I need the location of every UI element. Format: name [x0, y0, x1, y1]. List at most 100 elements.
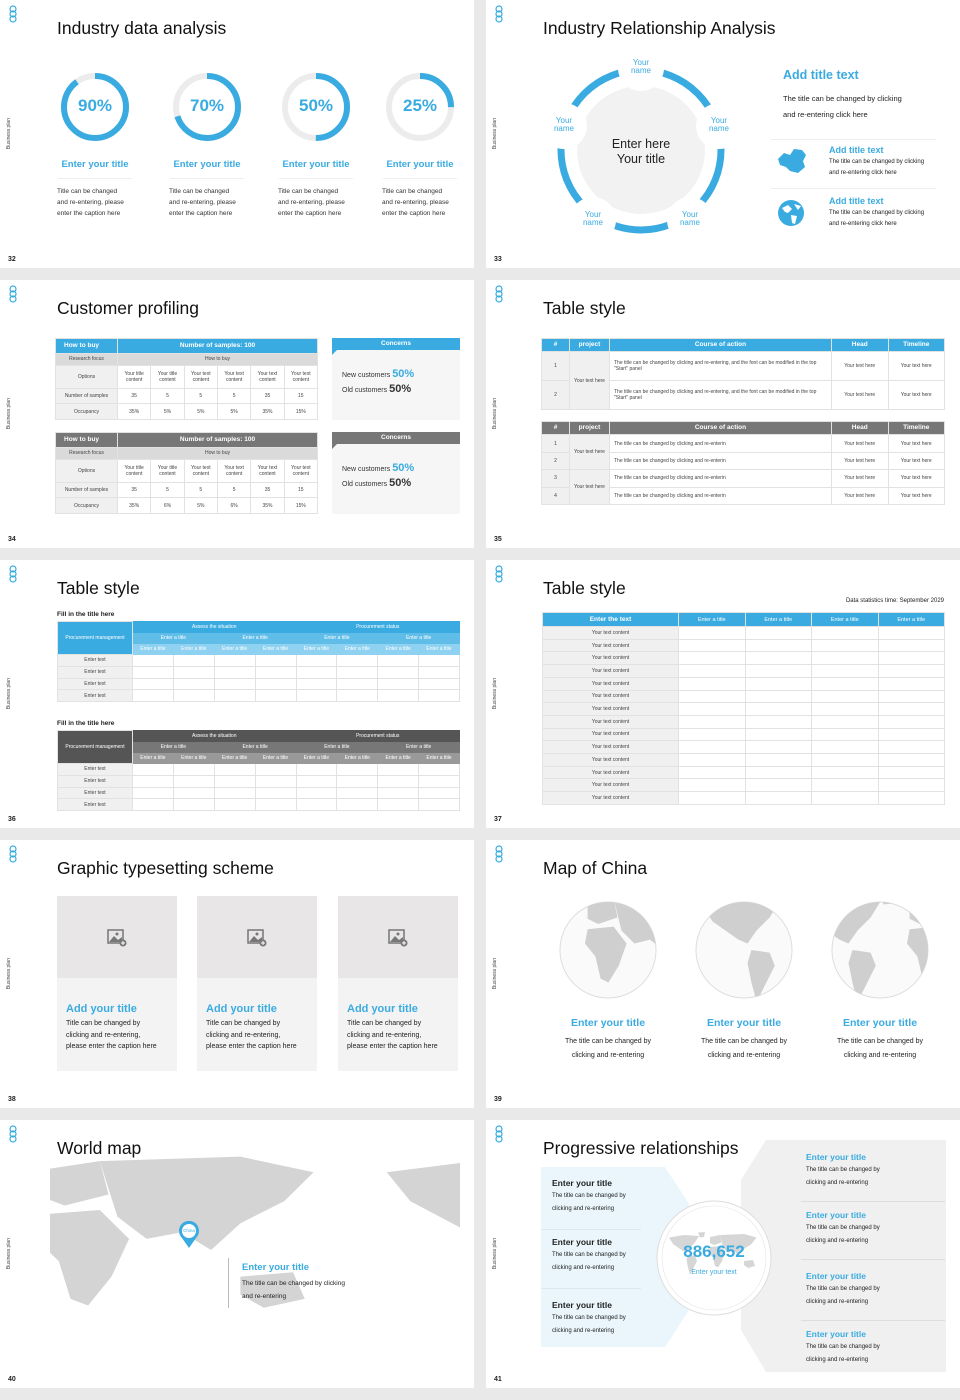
cell[interactable]	[213, 786, 256, 800]
cell[interactable]	[678, 638, 746, 653]
cell[interactable]	[877, 714, 945, 729]
slide-32[interactable]: Business plan 32 Industry data analysis 90%…	[0, 0, 474, 268]
cell[interactable]	[418, 763, 460, 776]
cell[interactable]	[172, 654, 215, 667]
slide-38[interactable]: Business plan 38 Graphic typesetting schem…	[0, 840, 474, 1108]
cell[interactable]	[336, 763, 379, 776]
cell[interactable]	[377, 665, 420, 679]
cell[interactable]	[811, 740, 879, 755]
cell[interactable]	[254, 786, 297, 800]
cell[interactable]	[744, 664, 812, 678]
cell[interactable]	[172, 798, 215, 811]
china-pin-icon[interactable]	[178, 1220, 200, 1254]
cell[interactable]	[336, 654, 379, 667]
cell[interactable]	[336, 665, 379, 679]
cell[interactable]	[877, 676, 945, 691]
cell[interactable]	[678, 778, 746, 793]
cell[interactable]	[254, 677, 297, 691]
cell[interactable]	[877, 765, 945, 780]
slide-36[interactable]: Business plan 36 Table style Fill in the ti…	[0, 560, 474, 828]
image-placeholder[interactable]	[197, 896, 317, 978]
cell[interactable]	[678, 714, 746, 729]
slide-35[interactable]: Business plan 35 Table style # project Course…	[486, 280, 960, 548]
cell[interactable]	[213, 774, 256, 788]
cell[interactable]	[418, 798, 460, 811]
cell[interactable]	[744, 626, 812, 640]
cell[interactable]	[336, 689, 379, 702]
cell[interactable]	[295, 786, 338, 800]
cell[interactable]	[213, 654, 256, 667]
cell[interactable]	[132, 665, 174, 679]
cell[interactable]	[213, 689, 256, 702]
cell[interactable]	[744, 727, 812, 742]
cell[interactable]	[744, 651, 812, 666]
cell[interactable]	[678, 676, 746, 691]
cell[interactable]	[418, 677, 460, 691]
cell[interactable]	[172, 786, 215, 800]
cell[interactable]	[877, 791, 945, 805]
cell[interactable]	[132, 774, 174, 788]
cell[interactable]	[377, 654, 420, 667]
cell[interactable]	[877, 626, 945, 640]
cell[interactable]	[811, 638, 879, 653]
cell[interactable]	[377, 763, 420, 776]
cell[interactable]	[213, 677, 256, 691]
cell[interactable]	[811, 702, 879, 716]
cell[interactable]	[811, 765, 879, 780]
cell[interactable]	[744, 689, 812, 704]
cell[interactable]	[418, 654, 460, 667]
cell[interactable]	[877, 727, 945, 742]
cell[interactable]	[678, 664, 746, 678]
cell[interactable]	[811, 753, 879, 767]
slide-33[interactable]: Business plan 33 Industry Relationship Ana…	[486, 0, 960, 268]
add-image-icon[interactable]	[107, 929, 127, 947]
cell[interactable]	[213, 763, 256, 776]
cell[interactable]	[877, 689, 945, 704]
cell[interactable]	[811, 689, 879, 704]
cell[interactable]	[132, 689, 174, 702]
cell[interactable]	[418, 786, 460, 800]
cell[interactable]	[254, 763, 297, 776]
slide-34[interactable]: Business plan 34 Customer profiling How to…	[0, 280, 474, 548]
cell[interactable]	[678, 626, 746, 640]
cell[interactable]	[678, 765, 746, 780]
cell[interactable]	[172, 763, 215, 776]
cell[interactable]	[295, 654, 338, 667]
cell[interactable]	[132, 798, 174, 811]
cell[interactable]	[377, 786, 420, 800]
cell[interactable]	[744, 702, 812, 716]
slide-37[interactable]: Business plan 37 Table style Data statistic…	[486, 560, 960, 828]
cell[interactable]	[877, 638, 945, 653]
cell[interactable]	[811, 714, 879, 729]
cell[interactable]	[877, 651, 945, 666]
cell[interactable]	[877, 778, 945, 793]
cell[interactable]	[678, 651, 746, 666]
cell[interactable]	[295, 798, 338, 811]
cell[interactable]	[172, 689, 215, 702]
cell[interactable]	[811, 651, 879, 666]
cell[interactable]	[877, 664, 945, 678]
cell[interactable]	[336, 786, 379, 800]
cell[interactable]	[744, 740, 812, 755]
cell[interactable]	[418, 689, 460, 702]
slide-41[interactable]: Business plan 41 Progressive relationships…	[486, 1120, 960, 1388]
cell[interactable]	[418, 774, 460, 788]
cell[interactable]	[678, 791, 746, 805]
cell[interactable]	[336, 677, 379, 691]
cell[interactable]	[254, 798, 297, 811]
cell[interactable]	[254, 654, 297, 667]
cell[interactable]	[744, 676, 812, 691]
cell[interactable]	[744, 791, 812, 805]
cell[interactable]	[678, 702, 746, 716]
cell[interactable]	[877, 740, 945, 755]
cell[interactable]	[811, 676, 879, 691]
cell[interactable]	[213, 665, 256, 679]
cell[interactable]	[213, 798, 256, 811]
cell[interactable]	[132, 786, 174, 800]
cell[interactable]	[877, 753, 945, 767]
cell[interactable]	[811, 791, 879, 805]
cell[interactable]	[295, 774, 338, 788]
cell[interactable]	[172, 665, 215, 679]
cell[interactable]	[744, 714, 812, 729]
cell[interactable]	[295, 677, 338, 691]
